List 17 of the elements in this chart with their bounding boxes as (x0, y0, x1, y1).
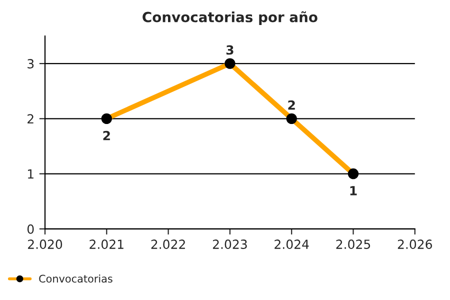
data-label: 2 (288, 100, 295, 110)
x-tick-label: 2.022 (151, 240, 185, 249)
y-tick-label: 1 (28, 169, 34, 179)
y-tick-label: 0 (27, 224, 34, 234)
chart-title: Convocatorias por año (142, 11, 318, 25)
x-tick-label: 2.023 (212, 240, 247, 249)
x-tick-label: 2.020 (28, 240, 62, 249)
x-tick-label: 2.021 (90, 240, 124, 249)
x-tick-label: 2.025 (336, 240, 370, 249)
y-tick-label: 3 (28, 59, 34, 68)
y-tick-label: 2 (28, 114, 34, 124)
x-tick-label: 2.026 (398, 240, 432, 249)
data-label: 3 (226, 45, 234, 55)
x-tick-label: 2.024 (274, 240, 309, 249)
legend-label: Convocatorias (39, 274, 112, 283)
data-label: 2 (103, 130, 110, 140)
data-label: 1 (350, 186, 357, 196)
